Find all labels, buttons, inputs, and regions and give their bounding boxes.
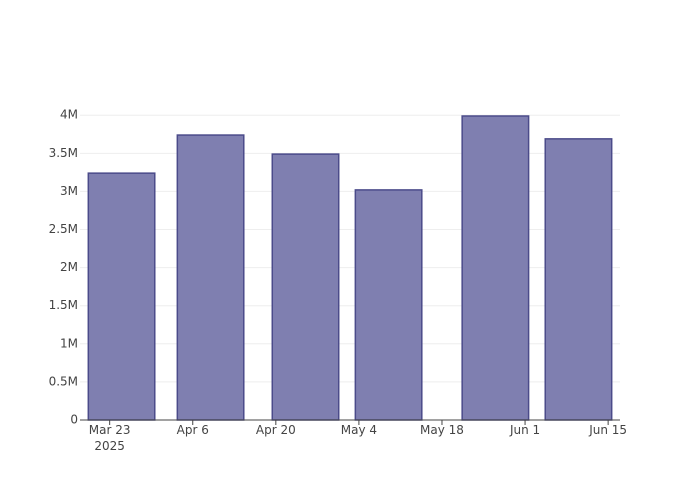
y-tick-label: 3.5M [49,146,78,160]
x-tick-label-line: Apr 6 [177,423,209,437]
bar [461,115,530,421]
bar [271,153,340,421]
x-tick-label-line: Jun 15 [588,423,627,437]
y-tick-label: 4M [60,108,78,122]
x-tick-label-line: 2025 [94,439,125,453]
y-tick-label: 2M [60,260,78,274]
x-tick-label: May 18 [420,423,464,437]
x-tick-label: May 4 [341,423,377,437]
x-tick-label: Mar 23 2025 [89,423,131,453]
bar [544,138,613,421]
y-tick-label: 0.5M [49,374,78,388]
x-tick-label-line: May 18 [420,423,464,437]
x-tick-label-line: Apr 20 [256,423,296,437]
x-tick-label-line: Mar 23 [89,423,131,437]
x-tick-label: Jun 1 [509,423,540,437]
x-tick-label-line: Jun 1 [509,423,540,437]
bar [176,134,245,421]
x-tick-label: Apr 6 [177,423,209,437]
y-tick-label: 2.5M [49,222,78,236]
bar [354,189,423,421]
x-tick-label: Jun 15 [588,423,627,437]
y-tick-label: 0 [70,413,78,427]
y-tick-label: 1.5M [49,298,78,312]
bar [87,172,156,421]
x-tick-label: Apr 20 [256,423,296,437]
x-tick-label-line: May 4 [341,423,377,437]
y-tick-label: 1M [60,336,78,350]
y-tick-label: 3M [60,184,78,198]
